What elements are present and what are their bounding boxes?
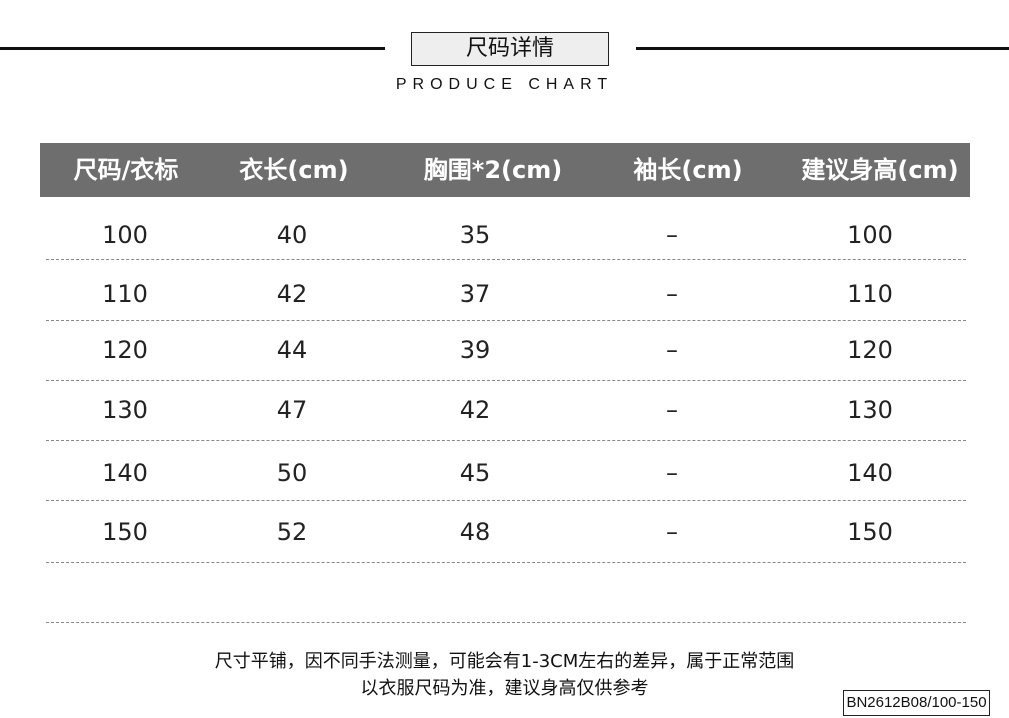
row-divider [46, 380, 966, 381]
table-row: 100 40 35 – 100 [0, 205, 1009, 265]
table-row: 150 52 48 – 150 [0, 502, 1009, 562]
table-cell: 37 [459, 280, 491, 308]
row-divider [46, 622, 966, 623]
table-cell: 140 [847, 459, 893, 487]
table-cell: 130 [847, 396, 893, 424]
table-row: 110 42 37 – 110 [0, 264, 1009, 324]
divider-right [636, 47, 1009, 50]
product-code: BN2612B08/100-150 [843, 690, 990, 716]
table-cell: 110 [102, 280, 148, 308]
row-divider [46, 259, 966, 260]
table-cell: 110 [847, 280, 893, 308]
column-header: 尺码/衣标 [73, 156, 179, 184]
table-cell: 130 [102, 396, 148, 424]
table-cell: 39 [459, 336, 491, 364]
table-cell: 44 [276, 336, 308, 364]
table-cell: – [666, 221, 678, 249]
table-cell: 42 [276, 280, 308, 308]
table-cell: – [666, 518, 678, 546]
table-cell: 140 [102, 459, 148, 487]
table-cell: 42 [459, 396, 491, 424]
table-cell: 50 [276, 459, 308, 487]
table-cell: 45 [459, 459, 491, 487]
table-cell: 40 [276, 221, 308, 249]
table-cell: 48 [459, 518, 491, 546]
table-cell: 120 [847, 336, 893, 364]
table-cell: 150 [102, 518, 148, 546]
table-cell: – [666, 396, 678, 424]
table-row: 130 47 42 – 130 [0, 380, 1009, 440]
table-cell: 35 [459, 221, 491, 249]
table-cell: 100 [102, 221, 148, 249]
note-line-2: 以衣服尺码为准，建议身高仅供参考 [360, 678, 649, 699]
row-divider [46, 320, 966, 321]
page-title: 尺码详情 [411, 32, 609, 66]
table-cell: 47 [276, 396, 308, 424]
table-cell: – [666, 280, 678, 308]
table-row: 120 44 39 – 120 [0, 320, 1009, 380]
row-divider [46, 562, 966, 563]
note-line-1: 尺寸平铺，因不同手法测量，可能会有1-3CM左右的差异，属于正常范围 [214, 651, 795, 672]
page-subtitle: PRODUCE CHART [395, 76, 614, 93]
column-header: 衣长(cm) [239, 156, 349, 184]
column-header: 建议身高(cm) [801, 156, 959, 184]
table-cell: 100 [847, 221, 893, 249]
table-cell: – [666, 336, 678, 364]
row-divider [46, 440, 966, 441]
table-cell: 150 [847, 518, 893, 546]
column-header: 袖长(cm) [633, 156, 743, 184]
divider-left [0, 47, 385, 50]
column-header: 胸围*2(cm) [423, 156, 563, 184]
table-row: 140 50 45 – 140 [0, 443, 1009, 503]
table-header: 尺码/衣标 衣长(cm) 胸围*2(cm) 袖长(cm) 建议身高(cm) [40, 143, 970, 197]
table-cell: 52 [276, 518, 308, 546]
table-cell: 120 [102, 336, 148, 364]
table-cell: – [666, 459, 678, 487]
row-divider [46, 500, 966, 501]
